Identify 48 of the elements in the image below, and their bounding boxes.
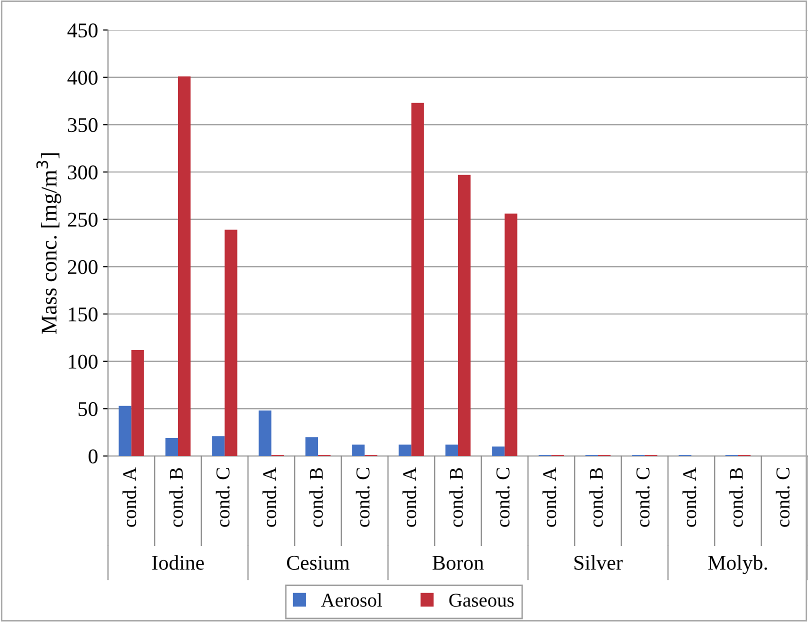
x-tick-label: cond. B bbox=[449, 468, 463, 527]
y-tick-label: 150 bbox=[68, 307, 98, 322]
y-tick-label: 0 bbox=[88, 449, 98, 464]
y-tick-label: 350 bbox=[68, 118, 98, 132]
y-tick-label: 50 bbox=[78, 402, 98, 416]
x-tick-label: cond. A bbox=[262, 467, 276, 527]
bar bbox=[458, 174, 471, 456]
x-tick-label: cond. C bbox=[216, 468, 230, 527]
bar bbox=[165, 438, 178, 456]
text: Iodine bbox=[152, 555, 204, 570]
x-tick-label: cond. A bbox=[682, 467, 696, 527]
text: Molyb. bbox=[708, 555, 768, 574]
x-tick-label: cond. B bbox=[169, 468, 183, 527]
bar bbox=[258, 410, 272, 456]
y-axis-title: Mass conc. [mg/m$^{3}$] bbox=[36, 153, 62, 334]
y-tick-label: 200 bbox=[68, 260, 98, 274]
bar bbox=[352, 444, 365, 456]
text: Cesium bbox=[287, 556, 350, 570]
y-tick-label: 450 bbox=[67, 23, 98, 38]
x-tick-label: cond. C bbox=[776, 468, 790, 527]
x-tick-label: cond. C bbox=[636, 468, 650, 527]
x-tick-label: cond. B bbox=[729, 468, 743, 527]
x-tick-label: cond. A bbox=[542, 467, 556, 527]
y-tick-label: 400 bbox=[67, 70, 98, 85]
y-tick-label: 250 bbox=[68, 212, 98, 227]
bar bbox=[118, 406, 132, 456]
x-tick-label: cond. C bbox=[496, 468, 510, 527]
bar bbox=[492, 446, 505, 456]
x-tick-label: cond. A bbox=[402, 467, 416, 527]
x-tick-label: cond. B bbox=[309, 468, 323, 527]
bar bbox=[212, 436, 225, 456]
x-tick-label: cond. C bbox=[356, 468, 370, 527]
bar bbox=[178, 76, 191, 456]
text: Boron bbox=[432, 556, 484, 570]
x-tick-label: cond. B bbox=[589, 468, 603, 527]
bar bbox=[411, 102, 424, 456]
bar bbox=[504, 214, 518, 456]
legend-label: Gaseous bbox=[449, 594, 514, 607]
x-tick-label: cond. A bbox=[122, 467, 136, 527]
y-tick-label: 100 bbox=[68, 354, 98, 369]
bar bbox=[305, 437, 318, 456]
bar bbox=[445, 444, 458, 456]
bar bbox=[398, 444, 412, 456]
text: Silver bbox=[574, 555, 623, 570]
y-tick-label: 300 bbox=[68, 165, 98, 180]
bar bbox=[131, 350, 144, 456]
bar bbox=[224, 230, 238, 456]
legend-label: Aerosol bbox=[321, 593, 382, 607]
